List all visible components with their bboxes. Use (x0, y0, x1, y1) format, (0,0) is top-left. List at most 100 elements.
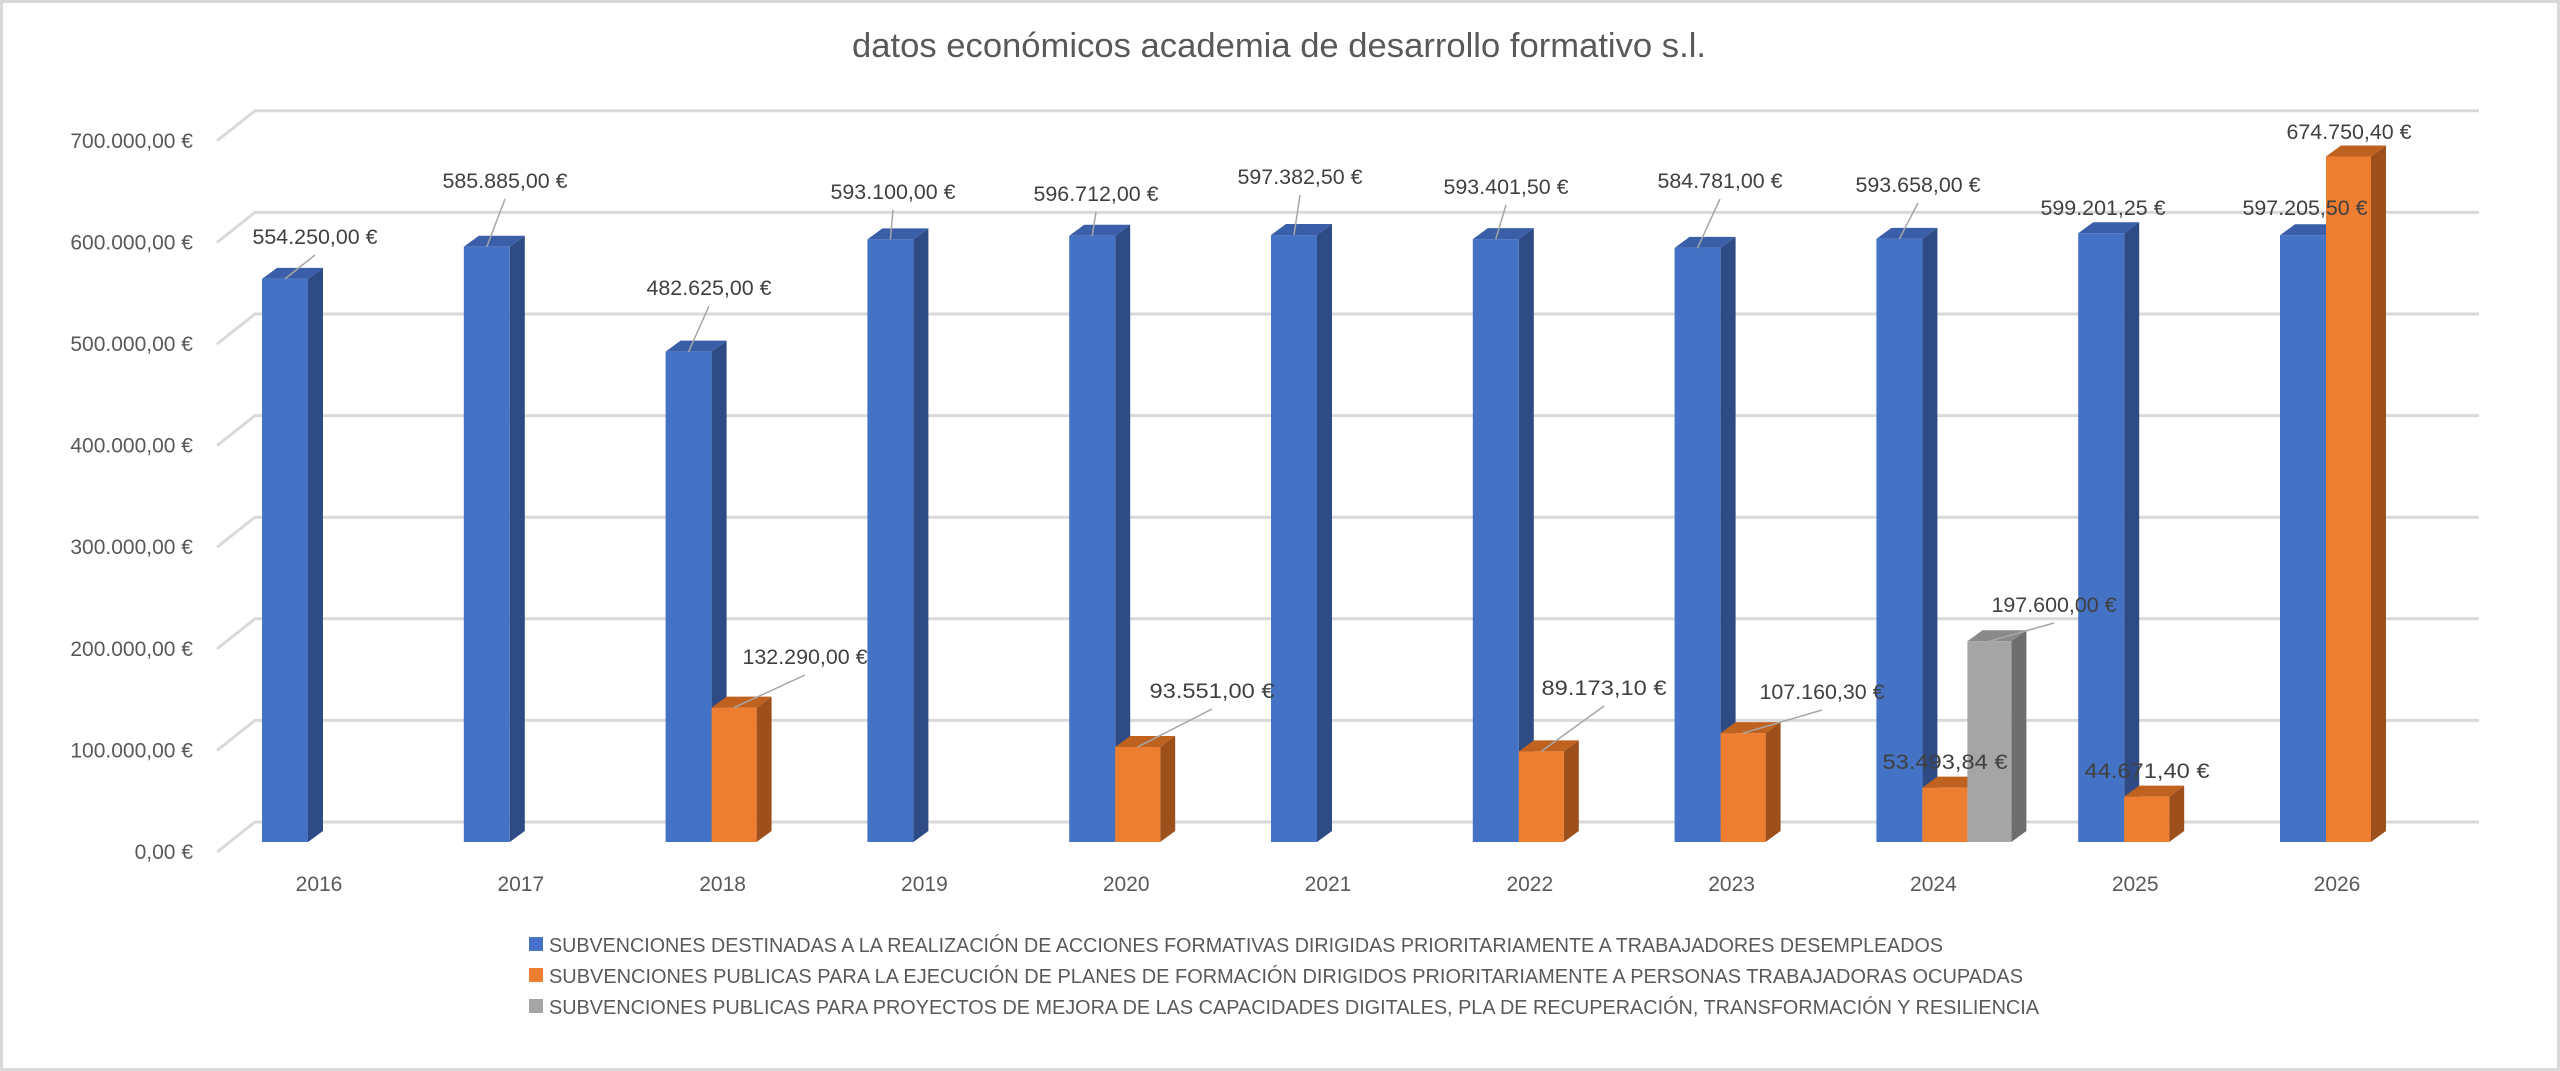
bar-top-face (867, 228, 929, 240)
bar-side-face (1518, 228, 1534, 843)
gridline (216, 210, 2479, 244)
bar-top-face (665, 340, 727, 352)
data-label: 597.205,50 € (2243, 197, 2368, 220)
bar-side-face (913, 228, 929, 842)
gridline (216, 109, 2479, 142)
bar-top-face (1069, 224, 1131, 236)
x-tick-label: 2026 (2314, 873, 2361, 896)
x-tick-label: 2021 (1305, 873, 1352, 896)
data-label: 89.173,10 € (1542, 677, 1667, 700)
bar[interactable] (2078, 222, 2140, 842)
bar[interactable] (1271, 224, 1332, 842)
bar[interactable] (262, 267, 323, 843)
bar-front-face (1518, 751, 1564, 842)
legend-item-series-3[interactable]: SUBVENCIONES PUBLICAS PARA PROYECTOS DE … (529, 996, 2040, 1019)
bar[interactable] (2124, 785, 2185, 842)
bar-front-face (1674, 247, 1721, 843)
bar-front-face (2124, 796, 2170, 842)
bar-top-face (1876, 227, 1938, 239)
bar-side-face (756, 696, 772, 842)
leader-line (1898, 202, 1919, 240)
x-tick-label: 2017 (497, 873, 544, 896)
bar-front-face (1115, 746, 1161, 842)
bar[interactable] (1967, 630, 2027, 842)
bar-side-face (2124, 222, 2140, 842)
x-tick-label: 2018 (699, 873, 746, 896)
bar-front-face (665, 351, 712, 842)
bar-side-face (2169, 785, 2185, 842)
bar[interactable] (2326, 145, 2386, 842)
bar-side-face (1922, 227, 1938, 842)
data-label: 44.671,40 € (2085, 760, 2210, 783)
bar[interactable] (1876, 227, 1938, 842)
data-label: 107.160,30 € (1760, 681, 1885, 704)
legend: SUBVENCIONES DESTINADAS A LA REALIZACIÓN… (529, 934, 2040, 1019)
bar-top-face (711, 696, 772, 708)
data-label: 599.201,25 € (2041, 197, 2166, 220)
bar[interactable] (1069, 224, 1131, 842)
y-tick-label: 600.000,00 € (70, 231, 193, 254)
leader-line (1137, 708, 1213, 748)
data-label: 554.250,00 € (253, 226, 378, 249)
legend-swatch-gray (529, 999, 543, 1013)
bar-top-face (1720, 722, 1781, 734)
gridline (216, 515, 2479, 549)
data-labels: 554.250,00 € 585.885,00 € 482.625,00 € 593.… (253, 121, 2412, 783)
bar[interactable] (1720, 722, 1781, 842)
y-tick-label: 400.000,00 € (70, 435, 193, 458)
leader-line (1989, 622, 2055, 642)
bar-top-face (1115, 735, 1176, 747)
bar-front-face (711, 707, 757, 842)
legend-label: SUBVENCIONES PUBLICAS PARA PROYECTOS DE … (549, 996, 2040, 1019)
bar-top-face (2326, 145, 2386, 157)
x-axis: 2016 2017 2018 2019 2020 2021 2022 2023 2024 2025… (296, 873, 2361, 896)
bar[interactable] (1115, 735, 1176, 842)
leader-line (889, 209, 894, 240)
bar-front-face (262, 278, 308, 843)
data-label: 674.750,40 € (2287, 121, 2412, 144)
leader-line (687, 305, 710, 352)
bar-top-face (2280, 224, 2341, 236)
bar-side-face (1160, 735, 1176, 842)
data-label: 597.382,50 € (1238, 166, 1363, 189)
x-tick-label: 2019 (901, 873, 948, 896)
leader-line (1742, 709, 1823, 734)
bar-top-face (2078, 222, 2140, 234)
bar-front-face (2280, 235, 2326, 843)
data-label: 93.551,00 € (1150, 680, 1275, 703)
y-tick-label: 200.000,00 € (70, 638, 193, 661)
chart-title: datos económicos academia de desarrollo … (852, 27, 1706, 65)
bar[interactable] (1518, 740, 1579, 842)
bar-front-face (1967, 641, 2012, 842)
bar-side-face (1115, 224, 1131, 842)
bar-side-face (1765, 722, 1781, 842)
legend-item-series-2[interactable]: SUBVENCIONES PUBLICAS PARA LA EJECUCIÓN … (529, 965, 2023, 988)
leader-line (1091, 211, 1097, 236)
data-label: 53.493,84 € (1883, 751, 2008, 774)
x-tick-label: 2022 (1506, 873, 1553, 896)
bar-side-face (1720, 236, 1736, 843)
bar[interactable] (867, 228, 929, 842)
bar-front-face (463, 246, 510, 842)
bar[interactable] (711, 696, 772, 842)
bar-top-face (1472, 228, 1534, 240)
legend-swatch-orange (529, 968, 543, 982)
bar-side-face (2011, 630, 2027, 842)
x-tick-label: 2025 (2112, 873, 2159, 896)
data-label: 132.290,00 € (743, 646, 868, 669)
legend-item-series-1[interactable]: SUBVENCIONES DESTINADAS A LA REALIZACIÓN… (529, 934, 1943, 957)
bar[interactable] (463, 235, 525, 842)
leader-line (486, 198, 506, 248)
y-tick-label: 0,00 € (135, 841, 194, 864)
data-label: 593.658,00 € (1856, 174, 1981, 197)
bar-front-face (867, 239, 914, 842)
y-tick-label: 100.000,00 € (70, 739, 193, 762)
gridline (216, 617, 2479, 650)
data-label: 585.885,00 € (443, 170, 568, 193)
leader-line (1293, 194, 1301, 236)
bar[interactable] (1674, 236, 1736, 843)
bar-front-face (2326, 156, 2371, 842)
data-label: 596.712,00 € (1034, 183, 1159, 206)
leader-line (1495, 204, 1507, 240)
bar[interactable] (1472, 228, 1534, 843)
